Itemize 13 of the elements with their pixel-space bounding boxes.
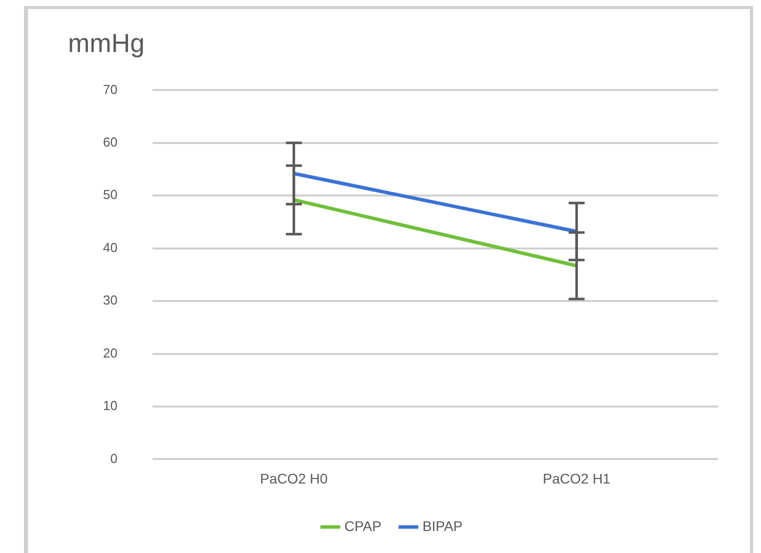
legend-label: CPAP — [344, 518, 382, 534]
y-tick-label: 50 — [102, 187, 118, 202]
y-tick-label: 40 — [102, 240, 118, 255]
y-tick-label: 70 — [102, 82, 118, 97]
y-tick-label: 0 — [110, 450, 118, 466]
x-tick-label: PaCO2 H0 — [260, 470, 328, 486]
y-tick-label: 60 — [102, 134, 118, 150]
x-tick-label: PaCO2 H1 — [542, 470, 611, 486]
y-tick-label: 30 — [102, 292, 118, 308]
y-tick-label: 20 — [102, 345, 118, 360]
y-tick-label: 10 — [102, 398, 118, 414]
chart-title: mmHg — [68, 28, 145, 58]
legend-label: BIPAP — [422, 518, 463, 534]
